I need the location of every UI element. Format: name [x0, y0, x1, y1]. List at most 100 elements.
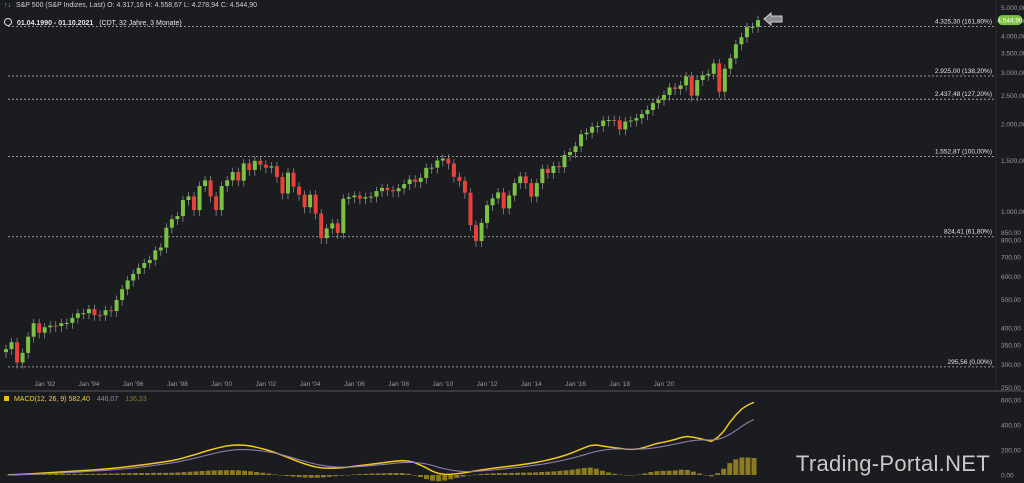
candle-down: [523, 176, 528, 184]
candle-up: [368, 196, 373, 198]
candle-up: [131, 273, 136, 281]
candle-up: [203, 180, 208, 187]
candle-down: [236, 172, 241, 181]
candle-up: [739, 37, 744, 45]
candle-down: [617, 120, 622, 130]
time-axis[interactable]: Jan '92 Jan '94 Jan '96 Jan '98 Jan '00 Jan '…: [34, 381, 674, 388]
candle-up: [396, 188, 401, 192]
last-price-badge-bg: [998, 15, 1022, 26]
candle-down: [192, 196, 196, 211]
macd-histogram-bar: [678, 469, 684, 475]
macd-histogram-bar: [612, 473, 618, 475]
macd-histogram-bar: [472, 474, 478, 476]
macd-histogram-bar: [272, 474, 278, 475]
macd-histogram-bar: [375, 473, 381, 475]
candle-up: [164, 227, 169, 248]
macd-histogram-bar: [545, 471, 551, 475]
macd-histogram-bar: [60, 473, 66, 475]
candle-up: [308, 194, 313, 208]
time-tick: Jan '08: [388, 381, 409, 388]
macd-histogram-bar: [320, 475, 326, 478]
macd-histogram-bar: [751, 458, 757, 475]
macd-histogram-bar: [733, 459, 739, 475]
price-tick: 2.500,00: [1001, 93, 1024, 100]
price-axis[interactable]: 5.000,004.500,004.000,003.500,003.000,00…: [1001, 5, 1024, 392]
macd-histogram-bar: [205, 470, 211, 475]
macd-histogram-bar: [575, 468, 581, 475]
candle-up: [534, 183, 539, 197]
candle-up: [352, 195, 357, 198]
time-tick: Jan '92: [34, 381, 55, 388]
macd-histogram-bar: [569, 469, 575, 475]
candle-down: [109, 310, 114, 312]
candle-up: [733, 44, 738, 59]
macd-histogram-bar: [593, 468, 599, 475]
fib-label: 824,41 (61,80%): [944, 229, 992, 236]
macd-histogram-bar: [169, 472, 175, 475]
macd-histogram-bar: [624, 475, 630, 476]
macd-histogram-bar: [223, 470, 229, 475]
macd-histogram-bar: [460, 475, 466, 477]
candle-up: [64, 322, 69, 324]
time-tick: Jan '96: [123, 381, 144, 388]
macd-legend[interactable]: MACD(12, 26, 9) 582,40 446,07 136,33: [4, 396, 147, 403]
price-tick: 600,00: [1001, 274, 1021, 281]
candle-up: [153, 250, 158, 260]
date-range-selector[interactable]: 01.04.1990 - 01.10.2021 (CDT, 32 Jahre, …: [4, 18, 182, 27]
candle-up: [424, 167, 429, 178]
candle-up: [418, 177, 423, 182]
macd-histogram-bar: [527, 472, 533, 475]
macd-histogram-bar: [47, 474, 53, 475]
macd-histogram-bar: [296, 475, 302, 478]
macd-histogram-bar: [254, 472, 260, 475]
candle-up: [59, 323, 64, 326]
candle-down: [391, 190, 396, 192]
macd-histogram-bar: [120, 473, 126, 475]
macd-histogram-bar: [151, 472, 157, 475]
macd-histogram-bar: [193, 471, 199, 475]
price-tick: 2.000,00: [1001, 121, 1024, 128]
candle-up: [507, 195, 512, 209]
macd-histogram-bar: [96, 473, 102, 475]
candle-up: [435, 160, 440, 168]
macd-histogram-bar: [78, 473, 84, 475]
macd-histogram-bar: [90, 473, 96, 475]
candle-up: [86, 309, 91, 314]
candle-up: [380, 187, 384, 192]
candle-up: [606, 120, 611, 122]
candle-up: [684, 76, 689, 86]
macd-histogram-bar: [423, 475, 429, 480]
candle-up: [197, 186, 202, 211]
candle-up: [551, 165, 556, 174]
macd-histogram-bar: [702, 475, 708, 476]
time-tick: Jan '04: [300, 381, 321, 388]
macd-histogram-bar: [436, 475, 442, 482]
candle-up: [20, 352, 25, 363]
macd-axis[interactable]: 600,00 400,00 200,00 0,00: [1001, 398, 1021, 480]
macd-histogram-bar: [284, 475, 290, 476]
macd-tick: 200,00: [1001, 448, 1021, 455]
macd-histogram-bar: [484, 473, 490, 475]
time-tick: Jan '94: [79, 381, 100, 388]
clock-icon: [4, 18, 12, 26]
candle-up: [700, 75, 705, 81]
macd-histogram-bar: [108, 473, 114, 475]
macd-histogram-bar: [157, 472, 163, 475]
candle-up: [485, 205, 490, 223]
macd-histogram-bar: [114, 473, 120, 475]
macd-histogram-bar: [242, 470, 248, 475]
time-tick: Jan '98: [167, 381, 188, 388]
candle-up: [573, 146, 578, 153]
candle-up: [374, 191, 379, 197]
candle-up: [722, 68, 727, 92]
candle-up: [142, 263, 147, 268]
fib-label: 1.552,87 (100,00%): [935, 148, 992, 155]
candle-up: [667, 87, 672, 95]
ohlc-values: O: 4.317,16 H: 4.558,67 L: 4.278,94 C: 4…: [107, 2, 257, 9]
price-tick: 300,00: [1001, 362, 1021, 369]
price-tick: 700,00: [1001, 254, 1021, 261]
macd-histogram-bar: [302, 475, 308, 478]
arrow-shape: [763, 11, 783, 27]
price-tick: 500,00: [1001, 297, 1021, 304]
